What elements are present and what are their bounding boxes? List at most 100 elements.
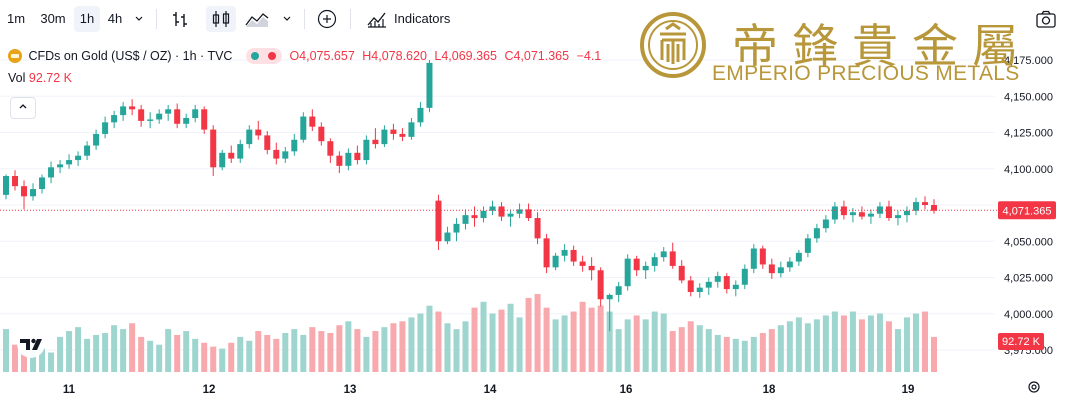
candle[interactable] xyxy=(750,244,757,274)
candle[interactable] xyxy=(597,267,604,307)
market-status-icon[interactable] xyxy=(245,48,282,64)
candle[interactable] xyxy=(264,131,271,155)
candle[interactable] xyxy=(300,112,307,143)
candle[interactable] xyxy=(822,215,829,233)
candle[interactable] xyxy=(894,210,901,226)
indicators-button[interactable]: Indicators xyxy=(362,6,462,32)
candle[interactable] xyxy=(561,244,568,262)
candle[interactable] xyxy=(147,112,154,129)
candle[interactable] xyxy=(318,122,325,146)
candle[interactable] xyxy=(552,252,559,271)
settings-gear-icon[interactable] xyxy=(1027,380,1041,394)
candle[interactable] xyxy=(588,257,595,281)
candle[interactable] xyxy=(309,109,316,132)
candle[interactable] xyxy=(615,281,622,303)
interval-dropdown-chevron-icon[interactable] xyxy=(130,6,148,32)
area-chart-type-icon[interactable] xyxy=(242,6,272,32)
candle[interactable] xyxy=(183,113,190,129)
candle[interactable] xyxy=(93,129,100,150)
candle[interactable] xyxy=(246,125,253,149)
candle[interactable] xyxy=(480,206,487,223)
candle[interactable] xyxy=(453,218,460,242)
interval-4h[interactable]: 4h xyxy=(107,11,123,26)
candle[interactable] xyxy=(165,104,172,121)
candle[interactable] xyxy=(111,110,118,129)
candle[interactable] xyxy=(66,154,73,169)
compare-add-symbol-icon[interactable] xyxy=(314,6,340,32)
candle[interactable] xyxy=(867,209,874,224)
candle[interactable] xyxy=(336,151,343,174)
candle[interactable] xyxy=(795,249,802,266)
candle[interactable] xyxy=(3,174,9,200)
collapse-legend-button[interactable] xyxy=(10,97,36,119)
interval-1h[interactable]: 1h xyxy=(74,6,100,32)
candle[interactable] xyxy=(435,194,442,250)
camera-snapshot-icon[interactable] xyxy=(1032,6,1060,32)
candle[interactable] xyxy=(813,223,820,243)
candle[interactable] xyxy=(642,261,649,279)
candle[interactable] xyxy=(660,247,667,262)
candle[interactable] xyxy=(507,209,514,227)
candle[interactable] xyxy=(489,200,496,216)
candle[interactable] xyxy=(255,120,262,140)
candle[interactable] xyxy=(741,264,748,290)
candle[interactable] xyxy=(354,145,361,165)
candle[interactable] xyxy=(579,255,586,272)
candle[interactable] xyxy=(903,206,910,223)
candle[interactable] xyxy=(210,125,217,176)
candle[interactable] xyxy=(516,203,523,219)
candle[interactable] xyxy=(732,280,739,297)
candle[interactable] xyxy=(39,174,46,194)
candle[interactable] xyxy=(723,273,730,294)
candle[interactable] xyxy=(570,245,577,266)
candle[interactable] xyxy=(687,276,694,297)
candle[interactable] xyxy=(462,209,469,230)
candle[interactable] xyxy=(912,197,919,216)
candle[interactable] xyxy=(228,145,235,163)
candle[interactable] xyxy=(651,252,658,272)
candle[interactable] xyxy=(426,60,433,113)
candle[interactable] xyxy=(138,104,145,127)
candle[interactable] xyxy=(21,180,28,210)
interval-1m[interactable]: 1m xyxy=(6,11,26,26)
candle[interactable] xyxy=(624,254,631,291)
candle[interactable] xyxy=(399,128,406,142)
candle[interactable] xyxy=(525,203,532,221)
candle[interactable] xyxy=(174,103,181,129)
candle[interactable] xyxy=(282,147,289,163)
chart-type-dropdown-chevron-icon[interactable] xyxy=(278,6,296,32)
candle[interactable] xyxy=(777,261,784,278)
candle[interactable] xyxy=(678,260,685,284)
candle[interactable] xyxy=(237,139,244,163)
candle[interactable] xyxy=(408,118,415,140)
candle[interactable] xyxy=(498,202,505,221)
candle[interactable] xyxy=(201,106,208,134)
candle[interactable] xyxy=(921,196,928,210)
candle[interactable] xyxy=(48,161,55,184)
interval-30m[interactable]: 30m xyxy=(40,11,66,26)
candle[interactable] xyxy=(219,149,226,171)
candle[interactable] xyxy=(12,170,19,191)
candle[interactable] xyxy=(57,160,64,174)
candle[interactable] xyxy=(75,151,82,166)
candle[interactable] xyxy=(768,258,775,279)
candle[interactable] xyxy=(759,245,766,269)
bar-chart-type-icon[interactable] xyxy=(168,6,192,32)
candle[interactable] xyxy=(381,125,388,147)
candle[interactable] xyxy=(705,277,712,295)
candle[interactable] xyxy=(444,226,451,245)
tradingview-logo-icon[interactable] xyxy=(14,330,48,358)
symbol-description[interactable]: CFDs on Gold (US$ / OZ) · 1h · TVC xyxy=(28,49,233,63)
candle[interactable] xyxy=(606,293,613,332)
candle[interactable] xyxy=(696,283,703,298)
candle[interactable] xyxy=(345,148,352,171)
candle[interactable] xyxy=(30,183,37,201)
candle[interactable] xyxy=(714,271,721,288)
candle[interactable] xyxy=(858,206,865,220)
candle[interactable] xyxy=(273,142,280,165)
candle[interactable] xyxy=(84,141,91,161)
candle[interactable] xyxy=(291,133,298,156)
candle[interactable] xyxy=(633,255,640,277)
candle[interactable] xyxy=(372,128,379,149)
candle[interactable] xyxy=(417,102,424,127)
